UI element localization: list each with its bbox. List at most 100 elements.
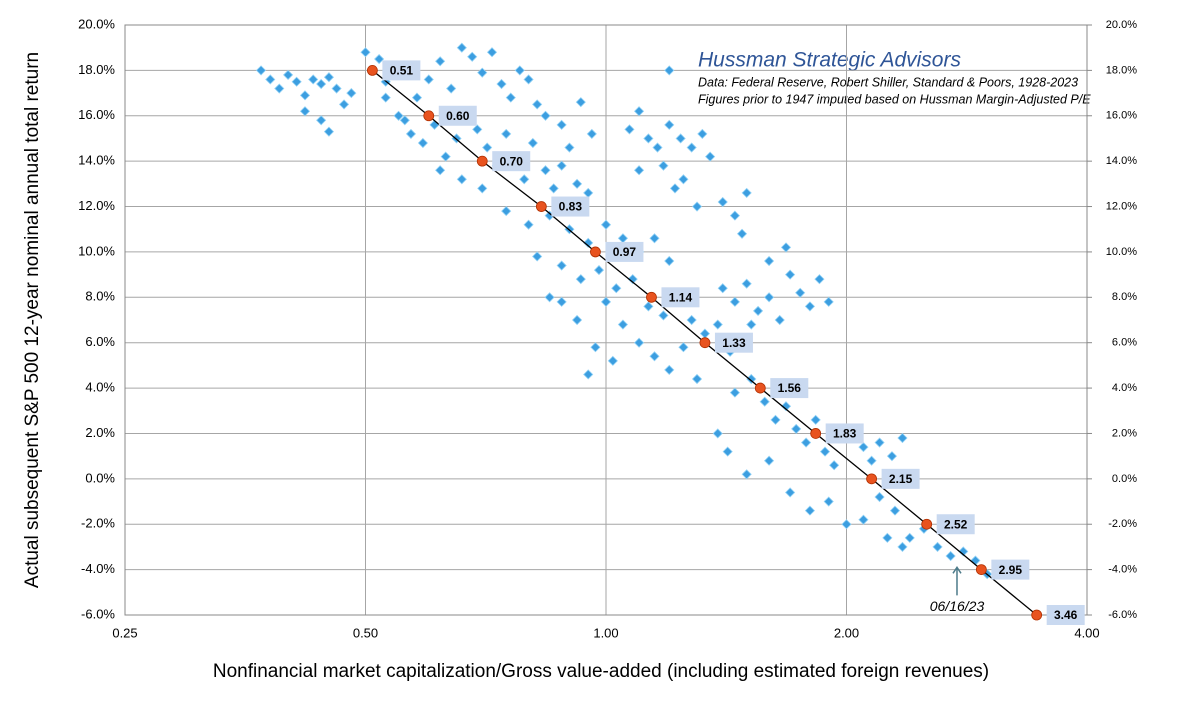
scatter-point xyxy=(729,210,740,221)
y2-tick-label: -6.0% xyxy=(1108,609,1137,621)
scatter-point xyxy=(664,255,675,267)
scatter-point xyxy=(664,364,675,375)
scatter-point xyxy=(664,119,675,130)
point-label: 2.15 xyxy=(889,472,913,486)
label-box xyxy=(714,332,753,353)
scatter-point xyxy=(658,160,669,171)
y2-tick-label: 16.0% xyxy=(1106,110,1137,122)
scatter-point xyxy=(634,165,645,176)
y-tick-label: 8.0% xyxy=(85,289,115,304)
scatter-point xyxy=(932,541,943,552)
point-label: 0.83 xyxy=(559,200,583,214)
y2-tick-label: 20.0% xyxy=(1106,19,1137,31)
y-tick-label: -2.0% xyxy=(81,516,115,531)
scatter-point xyxy=(331,83,342,94)
scatter-point xyxy=(556,119,567,130)
scatter-point xyxy=(411,92,423,103)
scatter-point xyxy=(791,423,802,434)
scatter-point xyxy=(456,174,467,185)
fit-point xyxy=(810,428,822,439)
scatter-point xyxy=(764,455,775,466)
scatter-point xyxy=(889,505,901,516)
scatter-point xyxy=(617,233,628,244)
scatter-point xyxy=(712,428,723,439)
scatter-point xyxy=(399,115,410,126)
scatter-point xyxy=(523,219,534,230)
scatter-point xyxy=(691,201,703,212)
scatter-point xyxy=(467,51,478,62)
label-box xyxy=(991,559,1030,580)
scatter-point xyxy=(265,74,276,85)
scatter-point xyxy=(575,274,586,285)
y-tick-label: 6.0% xyxy=(85,334,115,349)
label-box xyxy=(438,105,477,126)
fit-point xyxy=(921,518,933,530)
y-tick-label: 0.0% xyxy=(85,470,115,485)
scatter-point xyxy=(374,53,385,65)
scatter-point xyxy=(774,314,785,326)
scatter-point xyxy=(617,319,628,330)
scatter-point xyxy=(866,455,877,466)
scatter-point xyxy=(691,373,703,385)
scatter-point xyxy=(746,319,757,330)
x-tick-label: 2.00 xyxy=(834,625,859,640)
scatter-point xyxy=(652,142,663,153)
scatter-point xyxy=(759,396,770,407)
scatter-point xyxy=(741,469,752,480)
scatter-point xyxy=(540,165,551,176)
scatter-point xyxy=(600,219,612,230)
scatter-point xyxy=(548,183,559,194)
fit-point xyxy=(476,155,488,167)
scatter-point xyxy=(764,292,775,303)
scatter-point xyxy=(643,133,654,144)
scatter-point xyxy=(564,142,575,153)
scatter-point xyxy=(669,183,681,194)
y2-tick-label: 12.0% xyxy=(1106,200,1137,212)
scatter-point xyxy=(804,505,816,516)
scatter-point xyxy=(678,174,689,185)
scatter-point xyxy=(904,532,915,543)
y2-tick-label: -4.0% xyxy=(1108,564,1137,576)
point-label: 2.95 xyxy=(999,563,1023,577)
scatter-point xyxy=(814,274,825,285)
scatter-point xyxy=(274,83,285,94)
scatter-point xyxy=(611,283,622,294)
label-box xyxy=(492,151,531,172)
scatter-point xyxy=(360,47,371,58)
scatter-point xyxy=(600,296,612,307)
scatter-point xyxy=(283,69,294,80)
x-tick-label: 0.25 xyxy=(112,625,137,640)
scatter-point xyxy=(532,251,543,262)
point-label: 3.46 xyxy=(1054,608,1078,622)
scatter-point xyxy=(741,187,752,198)
scatter-point xyxy=(572,178,583,189)
scatter-point xyxy=(795,287,806,298)
x-tick-label: 4.00 xyxy=(1074,625,1099,640)
scatter-point xyxy=(649,233,660,244)
scatter-point xyxy=(482,142,493,153)
scatter-point xyxy=(519,174,530,185)
scatter-point xyxy=(804,301,816,312)
scatter-point xyxy=(729,296,740,307)
chart-subtitle: Figures prior to 1947 imputed based on H… xyxy=(698,92,1091,106)
scatter-point xyxy=(527,137,538,149)
scatter-point xyxy=(699,328,711,339)
scatter-point xyxy=(472,124,483,135)
scatter-point xyxy=(501,206,512,217)
scatter-point xyxy=(664,65,675,76)
scatter-point xyxy=(823,296,834,307)
y2-tick-label: 18.0% xyxy=(1106,64,1137,76)
scatter-point xyxy=(705,151,716,162)
y-tick-label: 4.0% xyxy=(85,380,115,395)
label-box xyxy=(881,468,920,489)
scatter-point xyxy=(405,128,417,139)
point-label: 0.51 xyxy=(390,64,414,78)
scatter-point xyxy=(338,99,350,110)
y-tick-label: 12.0% xyxy=(78,198,115,213)
scatter-point xyxy=(858,442,869,453)
scatter-point xyxy=(501,128,512,139)
y-tick-label: 14.0% xyxy=(78,153,115,168)
scatter-point xyxy=(496,78,507,90)
scatter-point xyxy=(523,74,534,85)
